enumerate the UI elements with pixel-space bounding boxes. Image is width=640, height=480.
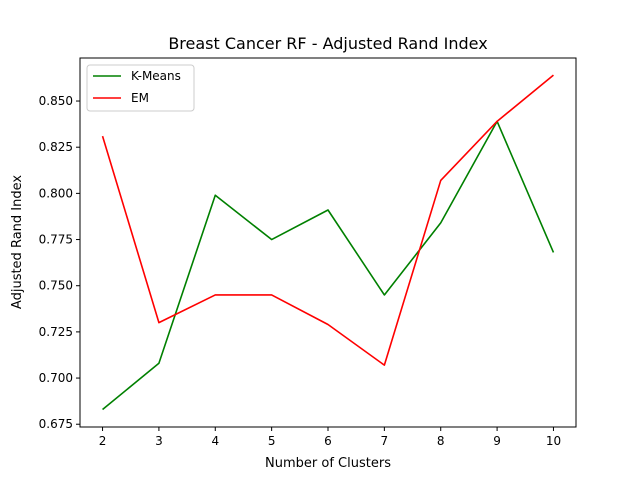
x-tick-label: 6 [324, 434, 332, 448]
x-tick-label: 5 [268, 434, 276, 448]
y-axis-label: Adjusted Rand Index [10, 175, 25, 309]
y-tick-label: 0.750 [39, 279, 73, 293]
x-tick-label: 3 [155, 434, 163, 448]
y-tick-label: 0.800 [39, 186, 73, 200]
x-axis-label: Number of Clusters [265, 456, 391, 471]
series-line-em [101, 74, 554, 366]
legend-label-em: EM [131, 91, 149, 105]
x-tick-label: 7 [381, 434, 389, 448]
series-layer [101, 74, 555, 411]
legend-label-k-means: K-Means [131, 69, 181, 83]
x-tick-label: 9 [493, 434, 501, 448]
y-tick-label: 0.725 [39, 325, 73, 339]
y-tick-label: 0.850 [39, 94, 73, 108]
x-axis: 2 3 4 5 6 7 8 9 10 [99, 427, 561, 448]
y-tick-label: 0.675 [39, 417, 73, 431]
y-tick-label: 0.825 [39, 140, 73, 154]
x-tick-label: 4 [211, 434, 219, 448]
series-line-k-means [102, 120, 555, 411]
y-axis: 0.675 0.700 0.725 0.750 0.775 0.800 0.825 0.850 [39, 94, 80, 431]
x-tick-label: 8 [437, 434, 445, 448]
chart-title: Breast Cancer RF - Adjusted Rand Index [168, 34, 487, 53]
y-tick-label: 0.775 [39, 233, 73, 247]
y-tick-label: 0.700 [39, 371, 73, 385]
x-tick-label: 10 [546, 434, 561, 448]
legend: K-Means EM [86, 64, 195, 112]
x-tick-label: 2 [99, 434, 107, 448]
